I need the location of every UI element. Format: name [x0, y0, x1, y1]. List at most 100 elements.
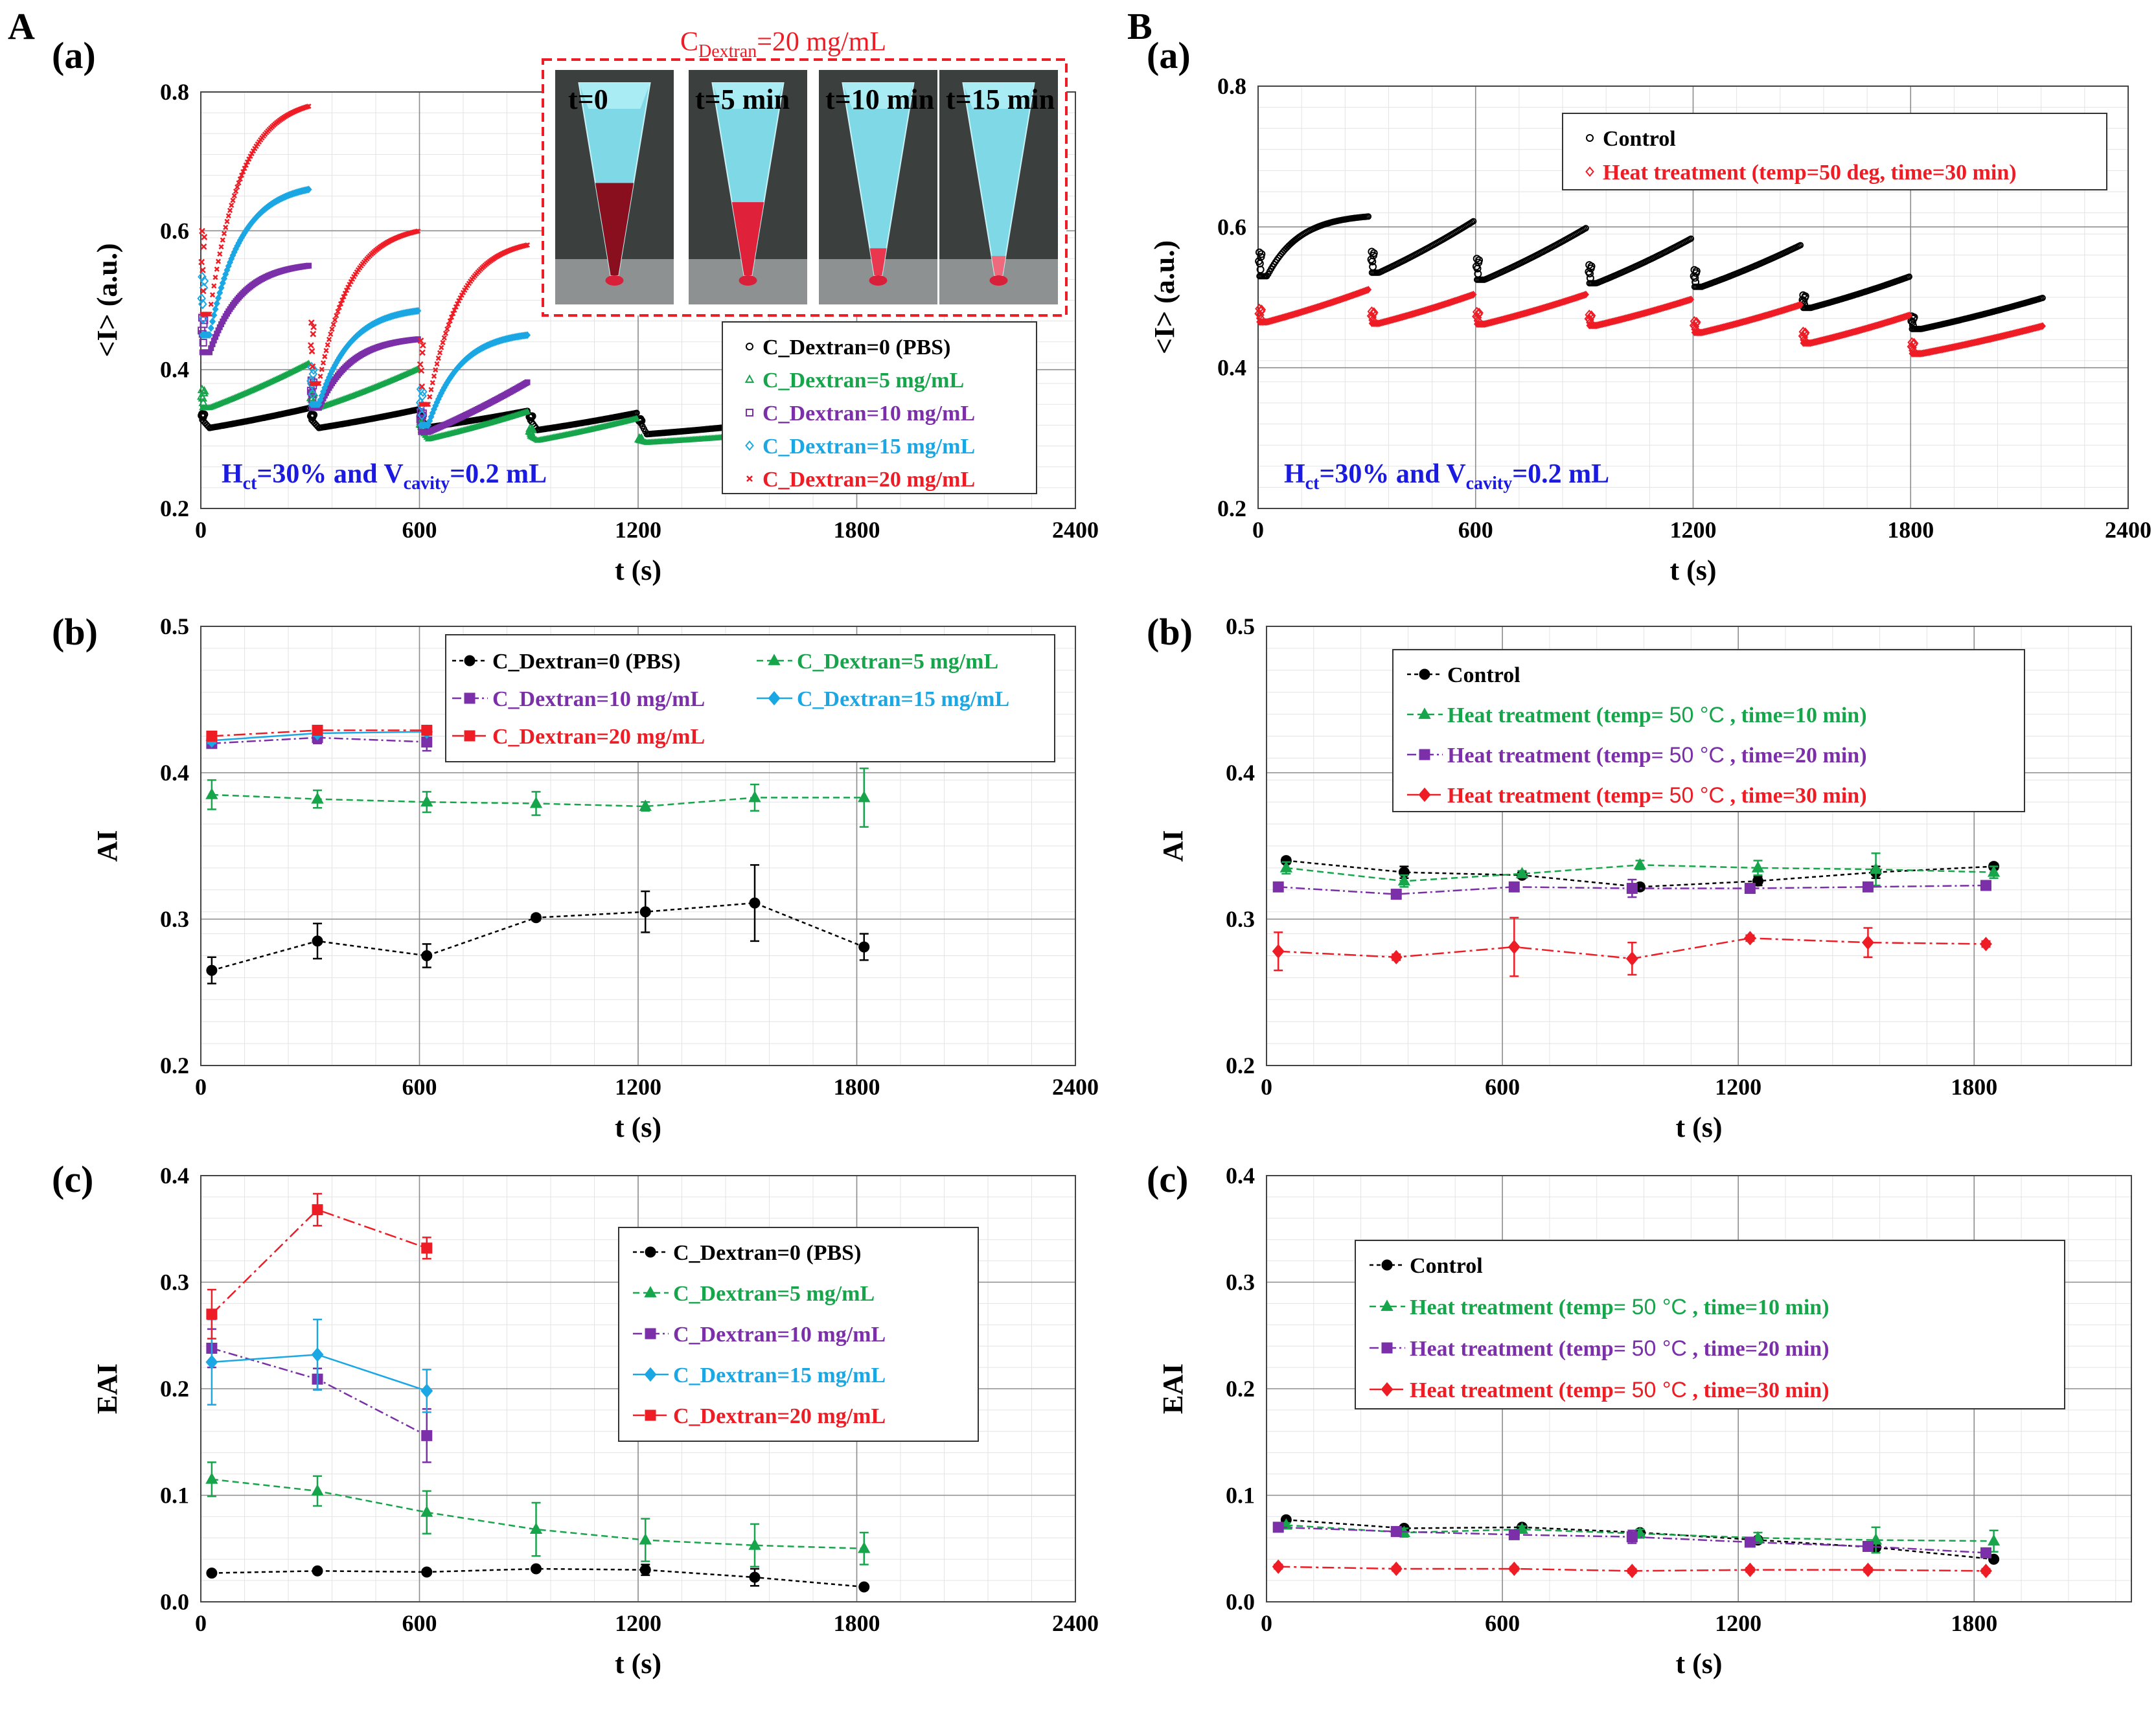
data-point: [415, 397, 425, 408]
series: [1272, 917, 1992, 977]
data-point: [230, 198, 236, 203]
y-axis-label: <I> (a.u.): [1149, 240, 1180, 354]
chart-Ac: 0 600 1200 1800 2400 0.0 0.1 0.2 0.3 0.4 t (s) EAI (…: [52, 1158, 1099, 1680]
data-point: [433, 367, 439, 373]
data-point: [1397, 874, 1411, 886]
data-point: [225, 213, 231, 219]
data-point: [197, 293, 206, 304]
data-point: [858, 790, 871, 803]
photo-time-label: t=0: [568, 84, 608, 115]
data-point: [749, 897, 761, 909]
data-point: [1365, 286, 1372, 294]
data-point: [1473, 315, 1483, 326]
data-point: [207, 324, 214, 332]
series: [206, 1192, 433, 1340]
data-point: [247, 154, 253, 159]
data-point: [213, 299, 220, 308]
x-tick-label: 0: [195, 1610, 207, 1636]
legend: C_Dextran=0 (PBS) C_Dextran=5 mg/mL C_Dext…: [722, 321, 1037, 494]
x-tick-label: 2400: [2105, 517, 2151, 543]
data-point: [446, 322, 452, 328]
data-point: [440, 339, 446, 345]
x-tick-label: 1800: [834, 1074, 880, 1100]
photo-frame: t=10 min: [819, 70, 937, 304]
legend-entry: C_Dextran=0 (PBS): [763, 336, 950, 359]
data-point: [418, 367, 425, 374]
legend-entry: Heat treatment (temp= 50 °C , time=10 mi…: [1447, 703, 1867, 727]
x-axis-label: t (s): [615, 1112, 661, 1143]
data-point: [1626, 883, 1638, 895]
y-tick-label: 0.4: [1217, 355, 1246, 381]
data-point: [531, 912, 542, 924]
data-point: [1390, 889, 1402, 900]
data-point: [311, 1347, 324, 1362]
data-point: [206, 331, 213, 339]
data-point: [1369, 262, 1377, 271]
y-tick-label: 0.1: [160, 1483, 189, 1509]
legend-entry: Heat treatment (temp= 50 °C , time=20 mi…: [1447, 743, 1867, 768]
legend-marker: [746, 409, 753, 416]
data-point: [1582, 225, 1589, 232]
legend-box: [445, 634, 1055, 762]
data-point: [415, 336, 421, 343]
data-point: [1582, 290, 1589, 299]
data-point: [208, 301, 214, 307]
data-point: [205, 1472, 218, 1484]
y-tick-label: 0.4: [1226, 1163, 1255, 1189]
data-point: [200, 385, 209, 394]
data-point: [524, 242, 531, 248]
x-tick-label: 600: [1458, 517, 1493, 543]
data-point: [454, 301, 461, 307]
legend-box: [618, 1227, 979, 1442]
data-point: [206, 731, 218, 742]
data-point: [442, 330, 449, 336]
data-point: [2039, 322, 2046, 330]
y-tick-label: 0.6: [160, 218, 189, 244]
data-point: [233, 188, 239, 194]
series: [1279, 852, 2001, 888]
y-tick-label: 0.0: [1226, 1589, 1255, 1615]
legend-entry: C_Dextran=20 mg/mL: [673, 1404, 886, 1428]
data-point: [452, 307, 457, 313]
data-point: [1369, 307, 1379, 318]
legend-marker: [1586, 134, 1594, 142]
legend-marker: [1585, 166, 1594, 177]
data-point: [1255, 248, 1263, 256]
data-point: [427, 394, 433, 400]
y-axis-label: AI: [1157, 830, 1189, 862]
panel-label-b: B: [1127, 5, 1153, 47]
data-point: [420, 1505, 433, 1517]
legend-entry: C_Dextran=20 mg/mL: [763, 468, 975, 492]
legend-entry: C_Dextran=0 (PBS): [492, 650, 680, 674]
data-point: [1626, 1531, 1638, 1543]
legend-marker: [464, 730, 476, 742]
y-tick-label: 0.3: [160, 1270, 189, 1295]
x-tick-label: 1800: [1951, 1610, 1997, 1636]
plot-frame: [200, 1175, 1076, 1602]
data-point: [341, 293, 347, 300]
sub-panel-label: (b): [1147, 611, 1193, 653]
data-point: [310, 411, 318, 419]
data-point: [421, 1566, 433, 1578]
series: [205, 767, 871, 828]
data-point: [312, 1204, 323, 1216]
plot-frame: [1266, 626, 2132, 1066]
data-point: [2039, 294, 2046, 301]
data-point: [1909, 318, 1917, 326]
x-tick-label: 600: [402, 1610, 437, 1636]
data-point: [419, 342, 426, 348]
data-point: [1980, 1547, 1991, 1558]
legend-marker: [645, 1328, 656, 1340]
data-point: [420, 795, 433, 807]
series: [205, 1461, 871, 1568]
inset-title: CDextran=20 mg/mL: [680, 27, 886, 62]
data-point: [1688, 295, 1695, 304]
data-point: [199, 227, 205, 234]
data-point: [211, 311, 218, 319]
data-point: [339, 297, 345, 303]
data-point: [1861, 1562, 1874, 1577]
data-point: [419, 383, 426, 390]
x-axis-label: t (s): [1675, 1648, 1722, 1680]
data-point: [748, 790, 761, 803]
legend-marker: [745, 440, 754, 451]
